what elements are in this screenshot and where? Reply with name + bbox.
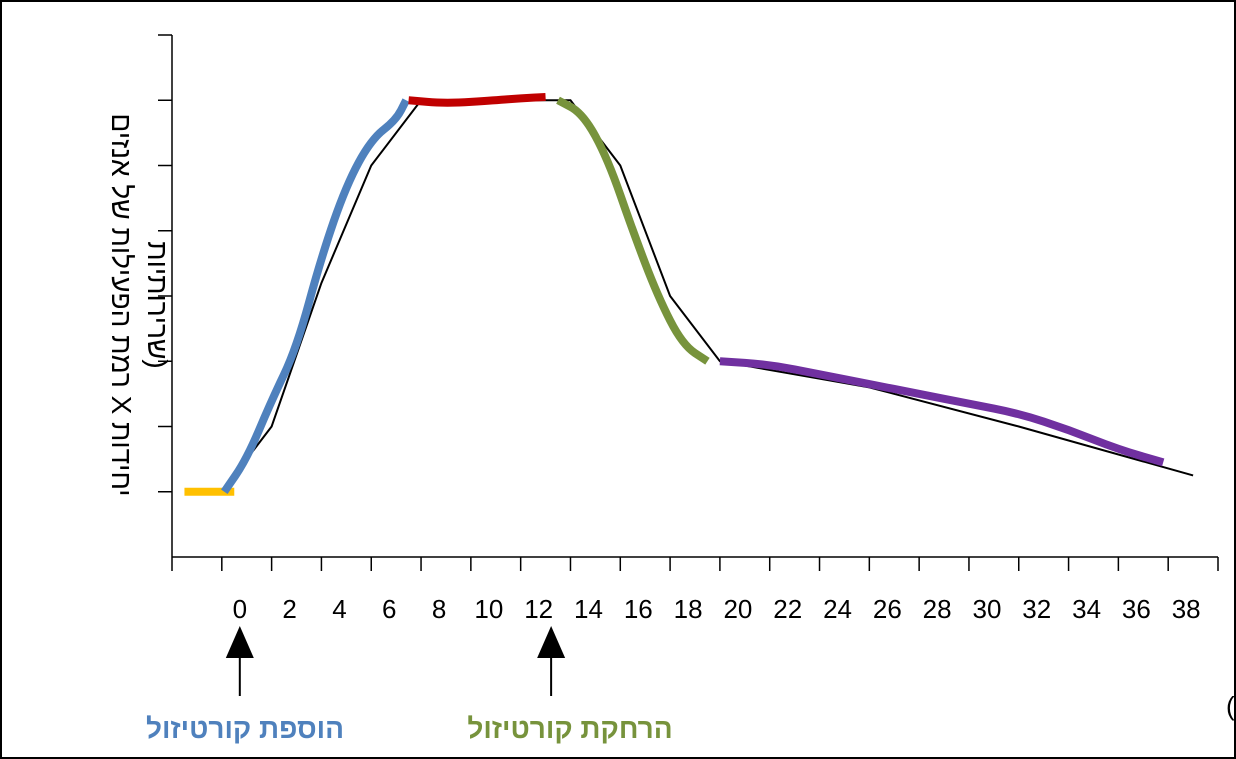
x-tick-label: 18 bbox=[674, 594, 703, 624]
series-group bbox=[184, 92, 1168, 496]
series-line-4 bbox=[556, 96, 710, 365]
x-tick-label: 26 bbox=[873, 594, 902, 624]
x-tick-label: 38 bbox=[1172, 594, 1201, 624]
x-tick-label: 6 bbox=[382, 594, 396, 624]
series-line-5 bbox=[719, 357, 1168, 467]
x-tick-label: 34 bbox=[1072, 594, 1101, 624]
x-tick-label: 14 bbox=[574, 594, 603, 624]
x-tick-label: 28 bbox=[923, 594, 952, 624]
annotation-label: הוספת קורטיזול bbox=[146, 713, 344, 744]
arrow-head bbox=[225, 626, 254, 658]
y-axis-title-line-1: רמת הפעילות של אנזים X יחידות bbox=[106, 113, 137, 496]
annotations: הוספת קורטיזול הרחקת קורטיזול bbox=[146, 626, 673, 744]
x-tick-label: 22 bbox=[773, 594, 802, 624]
series-line-3 bbox=[408, 92, 546, 107]
x-tick-label: 30 bbox=[972, 594, 1001, 624]
x-tick-label: 36 bbox=[1122, 594, 1151, 624]
x-tick-label: 24 bbox=[823, 594, 852, 624]
series-line-2 bbox=[221, 98, 410, 495]
x-tick-label: 4 bbox=[332, 594, 346, 624]
chart-axes bbox=[158, 34, 1219, 571]
arrow-head bbox=[537, 626, 566, 658]
x-tick-label: 8 bbox=[432, 594, 446, 624]
annotation-label: הרחקת קורטיזול bbox=[467, 713, 672, 744]
y-axis-title-line-2: שרירותיות) bbox=[142, 241, 173, 368]
x-tick-label: 16 bbox=[624, 594, 653, 624]
x-axis-title: זמן בתרבית (שעות) bbox=[1226, 691, 1236, 721]
reference-line-group bbox=[221, 99, 1194, 493]
x-tick-label: 32 bbox=[1022, 594, 1051, 624]
x-tick-labels: 0 2 4 6 8 10 12 14 16 18 20 22 24 26 28 30 32 34 36 38 bbox=[233, 594, 1201, 624]
x-tick-label: 0 bbox=[233, 594, 247, 624]
x-tick-label: 20 bbox=[723, 594, 752, 624]
x-tick-label: 10 bbox=[474, 594, 503, 624]
x-tick-label: 2 bbox=[282, 594, 296, 624]
reference-line bbox=[221, 99, 1194, 493]
x-tick-label: 12 bbox=[524, 594, 553, 624]
